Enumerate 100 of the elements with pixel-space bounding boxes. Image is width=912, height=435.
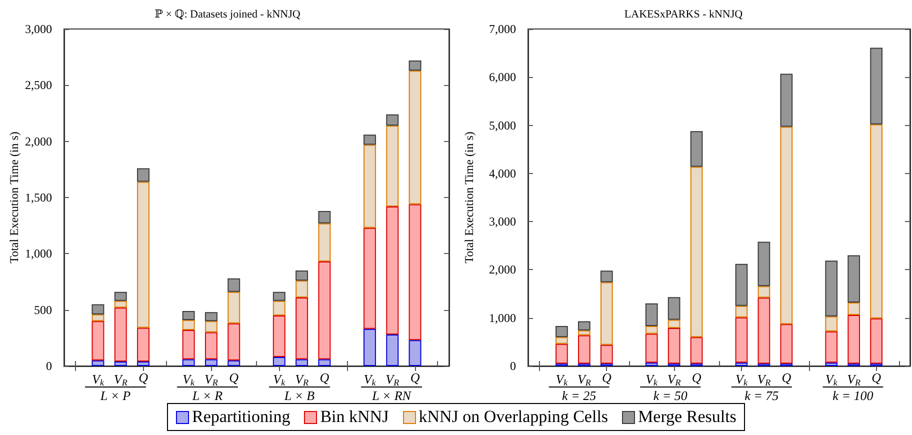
bar [758,298,770,364]
bar [92,360,104,366]
bar [296,280,308,298]
text: L × B [283,388,315,403]
x-tick-label: Q [782,370,792,385]
bar [296,270,308,281]
text: k = 100 [832,388,874,403]
x-tick-label: Q [692,370,702,385]
bar [114,300,127,308]
y-tick-label: 500 [34,302,52,317]
bar [364,328,376,366]
y-tick-label: 1,000 [489,310,516,325]
bar [228,278,240,292]
y-tick-label: 2,000 [489,262,516,277]
bar [600,282,613,345]
text: L × R [191,388,223,403]
bar [578,335,590,364]
bar [228,360,240,366]
bar [735,264,748,306]
text: k = 25 [562,388,597,403]
bar [228,292,240,324]
bar [296,297,308,360]
bar [825,316,838,332]
y-tick-label: 2,000 [25,134,52,148]
bar [114,362,127,366]
bar [408,340,422,366]
bar [645,362,658,366]
y-tick-label: 4,000 [489,166,516,180]
bar [364,228,376,329]
bar [272,292,286,301]
bar [204,332,218,360]
bar [204,312,218,322]
y-tick-label: 6,000 [489,70,516,84]
x-tick-label: Q [410,370,420,385]
bar [318,359,331,366]
x-tick-label: Q [229,370,240,385]
chart-title: ℙ × ℚ: Datasets joined - kNNJQ [154,8,300,20]
text: k = 50 [653,388,688,403]
y-tick-label: 1,000 [25,246,52,261]
y-tick-label: 3,000 [489,214,516,229]
bar [556,344,568,364]
bar [114,308,127,362]
bar [645,303,658,326]
bar [600,344,613,364]
legend-label: kNNJ on Overlapping Cells [418,407,608,427]
bar [848,314,860,364]
bar [825,260,838,316]
bar [690,166,703,338]
y-tick-label: 3,000 [25,22,52,36]
text: k = 75 [744,388,780,403]
bar [318,210,331,224]
y-tick-label: 5,000 [489,118,516,132]
bar [556,337,568,344]
bar [137,328,150,362]
bar [386,114,399,126]
bar [578,321,590,330]
bar [204,321,218,332]
bar [318,223,331,262]
bar [182,310,195,320]
text: L × P [99,388,131,403]
bar [92,321,104,360]
bar [182,359,195,366]
bar [870,318,882,364]
bar [556,326,568,338]
bar [645,334,658,363]
bar [318,262,331,360]
bar [408,204,422,340]
y-tick-label: 7,000 [489,22,516,36]
y-axis-title: Total Execution Time (in s) [7,132,21,264]
bar [364,144,376,228]
x-tick-label: Q [138,370,149,385]
bar [758,286,770,298]
chart-title: LAKESxPARKS - kNNJQ [624,8,743,20]
y-axis-title: Total Execution Time (in s) [462,132,476,264]
bar [296,359,308,366]
bar [645,326,658,334]
bar [364,134,376,145]
y-tick-label: 1,500 [25,190,52,204]
bar [137,168,150,182]
y-tick-label: 2,500 [25,78,52,92]
bar [780,74,793,127]
bar [578,330,590,336]
legend-label: Repartitioning [192,407,290,427]
bar [137,362,150,366]
text: L × RN [371,388,412,403]
bar [408,70,422,204]
bar [272,300,286,316]
bar [386,126,399,206]
bar [825,331,838,363]
bar [780,126,793,324]
bar [870,124,882,318]
legend-label: Bin kNNJ [320,407,389,427]
bar [137,182,150,328]
bar [668,297,680,320]
bar [600,270,613,282]
bar [870,48,882,124]
bar [92,314,104,322]
bar [182,330,195,360]
bar [228,323,240,360]
bar [735,362,748,366]
